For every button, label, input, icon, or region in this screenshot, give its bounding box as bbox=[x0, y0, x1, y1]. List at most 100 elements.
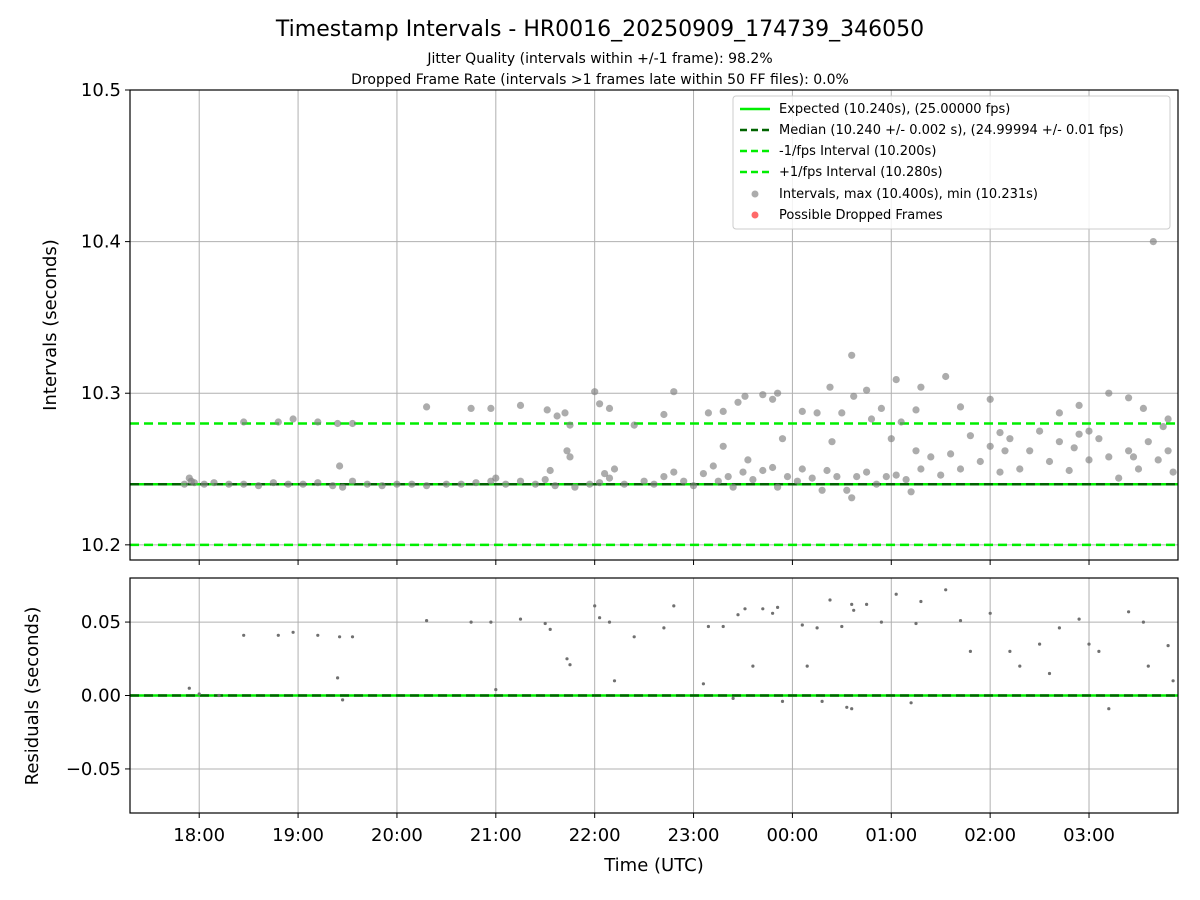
interval-point bbox=[996, 468, 1004, 476]
interval-point bbox=[348, 477, 357, 485]
interval-point bbox=[1144, 438, 1152, 446]
interval-point bbox=[457, 480, 465, 488]
residual-point bbox=[761, 607, 765, 611]
interval-point bbox=[299, 480, 307, 488]
interval-point bbox=[289, 415, 297, 423]
interval-point bbox=[877, 404, 886, 412]
chart-subtitle-jitter: Jitter Quality (intervals within +/-1 fr… bbox=[426, 51, 772, 67]
interval-point bbox=[269, 479, 277, 487]
x-tick-label: 01:00 bbox=[865, 825, 917, 846]
residual-point bbox=[338, 635, 342, 639]
interval-point bbox=[912, 447, 920, 455]
x-tick-label: 18:00 bbox=[173, 825, 225, 846]
interval-point bbox=[759, 466, 767, 475]
interval-point bbox=[339, 483, 347, 491]
residual-point bbox=[706, 624, 711, 629]
interval-point bbox=[1159, 423, 1167, 431]
interval-point bbox=[502, 480, 510, 488]
interval-point bbox=[769, 463, 777, 472]
interval-point bbox=[284, 480, 292, 488]
bottom-y-tick-label: −0.05 bbox=[66, 759, 121, 780]
interval-point bbox=[853, 473, 861, 481]
interval-point bbox=[947, 450, 955, 458]
residual-point bbox=[736, 613, 740, 617]
residual-point bbox=[850, 707, 854, 711]
residual-point bbox=[469, 620, 473, 624]
interval-point bbox=[378, 482, 386, 490]
residual-point bbox=[1141, 620, 1145, 624]
interval-point bbox=[605, 474, 614, 482]
residual-point bbox=[743, 607, 747, 611]
interval-point bbox=[912, 406, 920, 414]
x-tick-label: 19:00 bbox=[272, 825, 324, 846]
interval-point bbox=[729, 483, 737, 491]
residual-point bbox=[958, 619, 963, 623]
interval-point bbox=[1016, 465, 1024, 473]
interval-point bbox=[1095, 435, 1103, 443]
bottom-y-tick-label: 0.00 bbox=[81, 686, 121, 707]
interval-point bbox=[210, 479, 218, 487]
interval-point bbox=[863, 386, 871, 394]
residual-point bbox=[721, 624, 725, 629]
interval-point bbox=[838, 409, 846, 417]
interval-point bbox=[650, 480, 658, 488]
interval-point bbox=[887, 435, 895, 443]
interval-point bbox=[531, 480, 540, 488]
residual-point bbox=[662, 626, 666, 630]
interval-point bbox=[1115, 474, 1123, 482]
interval-point bbox=[334, 419, 342, 428]
interval-point bbox=[867, 415, 876, 423]
interval-point bbox=[660, 410, 668, 419]
interval-point bbox=[709, 462, 717, 470]
interval-point bbox=[1036, 427, 1044, 435]
interval-point bbox=[393, 480, 401, 488]
legend-plus-interval: +1/fps Interval (10.280s) bbox=[779, 165, 943, 180]
interval-point bbox=[907, 488, 915, 496]
interval-point bbox=[724, 473, 732, 481]
residual-point bbox=[751, 664, 755, 668]
interval-point bbox=[240, 418, 248, 426]
interval-point bbox=[778, 435, 787, 443]
interval-point bbox=[897, 418, 905, 426]
interval-point bbox=[749, 476, 757, 484]
interval-point bbox=[1045, 457, 1054, 466]
interval-point bbox=[843, 486, 851, 494]
residual-point bbox=[840, 624, 844, 629]
interval-point bbox=[1134, 465, 1143, 473]
interval-point bbox=[605, 404, 614, 412]
interval-point bbox=[596, 400, 604, 408]
interval-point bbox=[314, 479, 322, 487]
interval-point bbox=[976, 457, 984, 466]
residual-point bbox=[1008, 649, 1012, 654]
interval-point bbox=[986, 442, 994, 450]
interval-point bbox=[734, 398, 742, 406]
interval-point bbox=[826, 383, 834, 391]
interval-point bbox=[516, 477, 525, 485]
residual-point bbox=[914, 621, 918, 626]
interval-point bbox=[586, 480, 594, 488]
interval-point bbox=[601, 470, 609, 478]
interval-point bbox=[553, 412, 561, 420]
residual-point bbox=[607, 620, 612, 624]
interval-point bbox=[956, 403, 965, 411]
interval-point bbox=[1085, 427, 1093, 435]
interval-point bbox=[200, 480, 208, 488]
residual-point bbox=[548, 627, 552, 632]
residual-point bbox=[919, 599, 923, 604]
interval-point bbox=[408, 480, 416, 488]
interval-point bbox=[591, 388, 599, 396]
interval-point bbox=[348, 419, 357, 428]
interval-point bbox=[892, 376, 900, 384]
interval-point bbox=[850, 392, 858, 400]
residual-point bbox=[988, 611, 992, 615]
residual-point bbox=[776, 605, 780, 610]
interval-point bbox=[1070, 444, 1078, 452]
residual-point bbox=[341, 698, 345, 702]
residual-point bbox=[1127, 610, 1131, 614]
residual-points bbox=[187, 588, 1175, 711]
interval-point bbox=[1169, 468, 1177, 476]
residual-point bbox=[1087, 642, 1091, 646]
interval-point bbox=[956, 465, 965, 473]
interval-point bbox=[472, 479, 480, 487]
bottom-y-ticks: 0.05 0.00 −0.05 bbox=[66, 612, 130, 780]
